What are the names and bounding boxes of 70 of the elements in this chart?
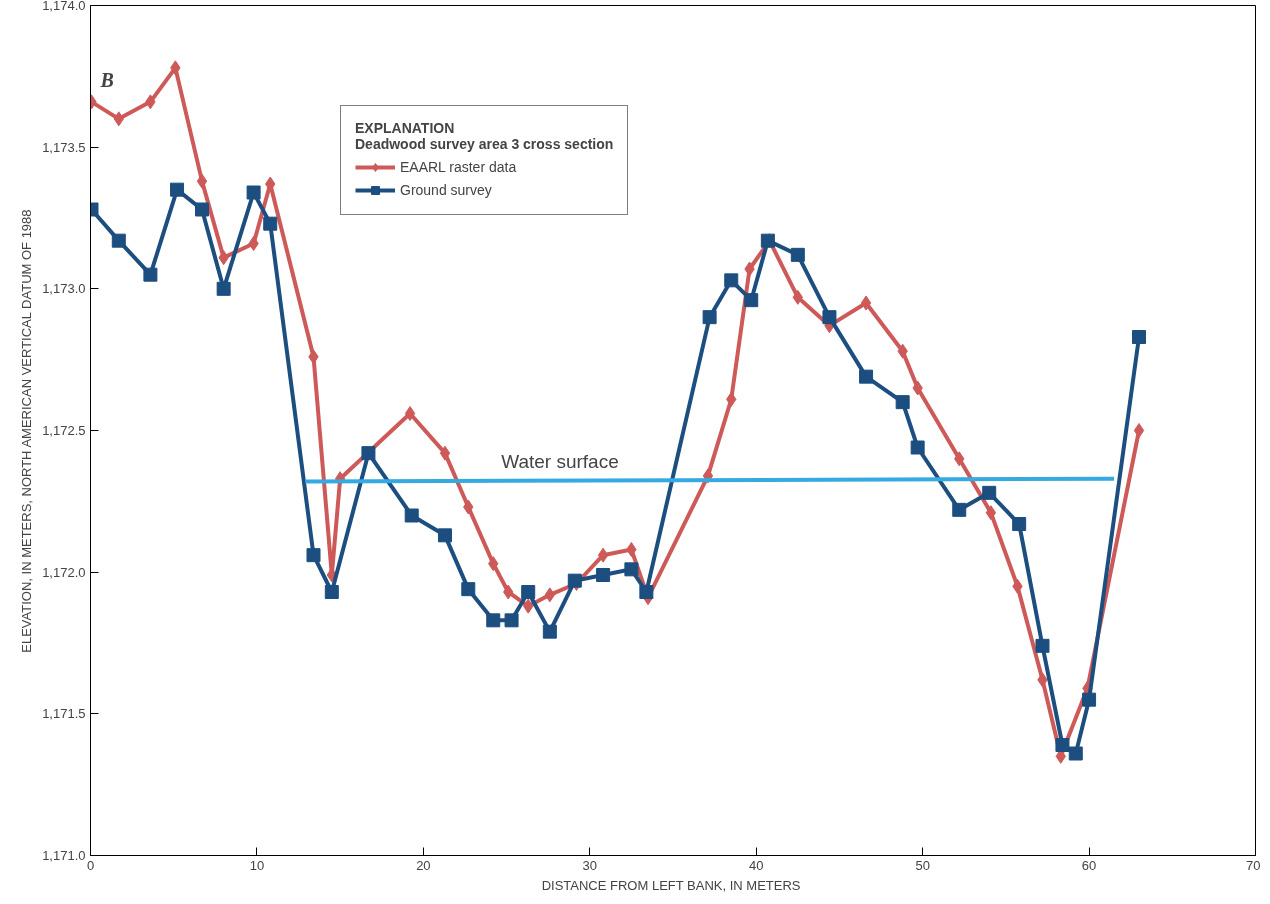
x-tick-label: 0: [86, 857, 95, 873]
point: [567, 573, 582, 588]
point: [504, 613, 519, 628]
point: [486, 613, 501, 628]
point: [1068, 746, 1083, 761]
point: [744, 293, 759, 308]
point: [544, 587, 556, 603]
y-tick-label: 1,173.5: [42, 139, 86, 155]
y-tick-label: 1,173.0: [42, 281, 86, 297]
point: [196, 173, 208, 189]
legend-label: Ground survey: [400, 182, 492, 198]
point: [1012, 517, 1027, 531]
point: [1133, 423, 1145, 438]
annotation: B: [99, 68, 114, 91]
y-tick-label: 1,172.5: [42, 423, 86, 438]
point: [248, 236, 259, 251]
point: [216, 281, 231, 296]
point: [952, 502, 967, 517]
annotation: Water surface: [501, 450, 619, 472]
x-tick-label: 70: [1246, 857, 1261, 873]
point: [195, 202, 210, 217]
point: [626, 542, 637, 557]
point: [461, 582, 476, 597]
y-tick-label: 1,174.0: [42, 0, 86, 13]
y-axis-title: ELEVATION, IN METERS, NORTH AMERICAN VERTICAL DATUM OF 1988: [19, 209, 35, 653]
point: [760, 233, 775, 248]
y-tick-label: 1,171.0: [42, 848, 86, 863]
y-tick-label: 1,172.0: [42, 564, 86, 580]
point: [1035, 638, 1050, 653]
point: [822, 310, 837, 325]
point: [404, 406, 416, 421]
point: [404, 508, 419, 523]
legend-label: EAARL raster data: [400, 159, 517, 175]
point: [702, 310, 717, 325]
point: [521, 585, 536, 599]
point: [542, 624, 557, 639]
point: [437, 528, 452, 543]
x-tick-label: 40: [748, 857, 764, 873]
y-tick-label: 1,171.5: [42, 706, 86, 722]
point: [170, 182, 185, 197]
point: [859, 369, 874, 384]
point: [439, 445, 451, 461]
point: [1082, 692, 1097, 707]
point: [639, 585, 654, 599]
point: [111, 233, 126, 248]
point: [724, 273, 739, 288]
x-tick-label: 10: [249, 857, 265, 873]
x-tick-label: 20: [416, 857, 431, 873]
point: [1055, 738, 1070, 752]
point: [860, 295, 872, 311]
legend-title: EXPLANATION Deadwood survey area 3 cross section: [355, 120, 614, 152]
point: [1132, 330, 1146, 344]
x-axis-title: DISTANCE FROM LEFT BANK, IN METERS: [541, 877, 801, 893]
x-tick-label: 50: [915, 857, 930, 873]
point: [324, 585, 339, 599]
point: [596, 568, 611, 582]
point: [790, 247, 805, 262]
point: [624, 562, 639, 577]
x-tick-label: 60: [1081, 857, 1097, 873]
point: [263, 216, 278, 231]
point: [895, 395, 910, 410]
point: [306, 548, 321, 563]
point: [597, 547, 609, 563]
point: [246, 185, 261, 200]
point: [985, 505, 997, 521]
point: [982, 485, 997, 500]
point: [143, 267, 158, 282]
point: [361, 446, 376, 461]
x-tick-label: 30: [582, 857, 598, 873]
point: [910, 440, 925, 455]
